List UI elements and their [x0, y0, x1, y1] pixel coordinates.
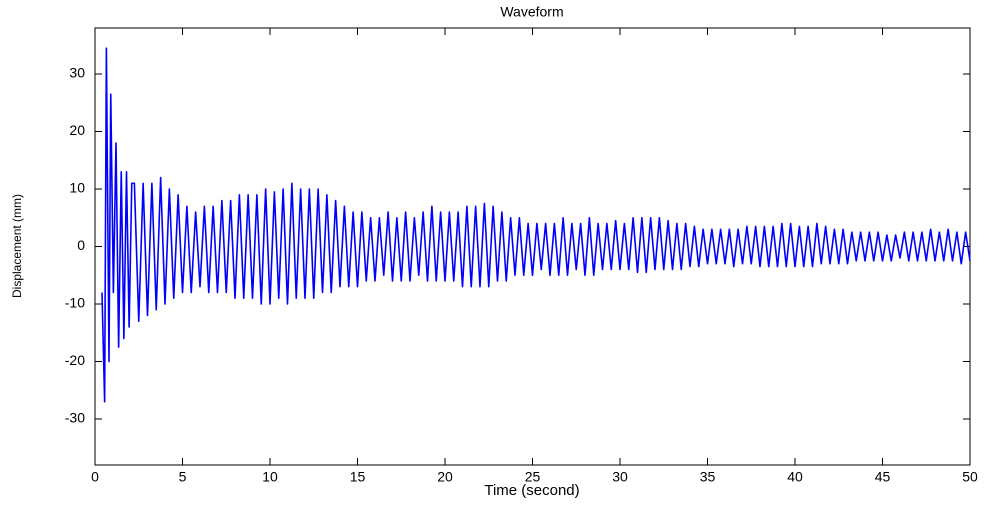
- y-tick-label: -10: [65, 295, 85, 311]
- y-tick-label: 0: [77, 237, 85, 253]
- waveform-line: [101, 47, 971, 403]
- plot-frame: [94, 27, 971, 466]
- x-tick-label: 0: [91, 469, 99, 485]
- x-tick-label: 50: [962, 469, 978, 485]
- x-tick-label: 15: [350, 469, 366, 485]
- x-tick-label: 45: [875, 469, 891, 485]
- x-tick-label: 35: [700, 469, 716, 485]
- x-tick-label: 25: [525, 469, 541, 485]
- x-tick-label: 40: [787, 469, 803, 485]
- y-tick-label: 30: [69, 65, 85, 81]
- chart-title: Waveform: [500, 4, 563, 20]
- y-tick-label: -20: [65, 352, 85, 368]
- x-tick-label: 5: [179, 469, 187, 485]
- y-tick-label: 10: [69, 180, 85, 196]
- x-tick-label: 20: [437, 469, 453, 485]
- y-tick-label: 20: [69, 122, 85, 138]
- y-axis-label: Displacement (mm): [10, 194, 24, 298]
- x-tick-label: 10: [262, 469, 278, 485]
- y-tick-label: -30: [65, 410, 85, 426]
- x-tick-label: 30: [612, 469, 628, 485]
- x-axis-label: Time (second): [484, 482, 579, 499]
